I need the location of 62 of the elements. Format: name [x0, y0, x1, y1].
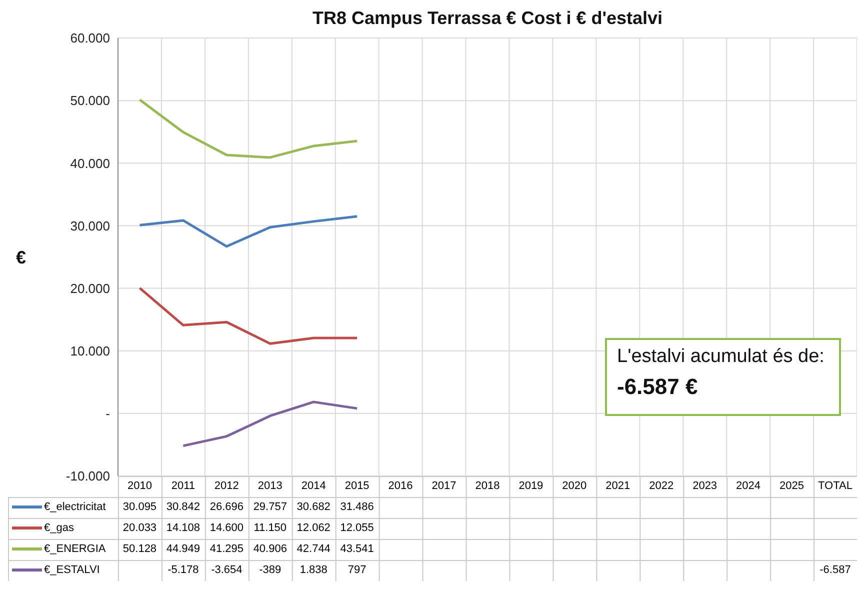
- data-label: 30.842: [165, 500, 202, 515]
- x-tick-label: TOTAL: [817, 479, 854, 494]
- data-label: 14.108: [165, 521, 202, 536]
- data-label: 1.838: [298, 563, 328, 578]
- data-label: 50.128: [122, 542, 158, 557]
- x-tick-label: 2014: [300, 479, 327, 494]
- y-tick-label: -: [106, 406, 110, 422]
- line-series: [138, 98, 358, 159]
- data-label: 44.949: [165, 542, 202, 557]
- x-tick-label: 2010: [126, 479, 153, 494]
- y-tick-label: 40.000: [70, 156, 110, 171]
- x-tick-label: 2021: [604, 479, 632, 494]
- data-label: 26.696: [208, 500, 244, 515]
- data-label: 40.906: [252, 542, 288, 557]
- x-tick-label: 2022: [648, 479, 675, 494]
- data-label: 29.757: [252, 500, 288, 515]
- line-series: [138, 215, 358, 248]
- data-label: -389: [258, 563, 282, 578]
- data-label: 14.600: [208, 521, 244, 536]
- line-series: [182, 400, 358, 448]
- x-tick-label: 2011: [170, 479, 196, 494]
- data-label: 41.295: [208, 542, 244, 557]
- data-label: 30.095: [122, 500, 158, 515]
- note-box: L'estalvi acumulat és de: -6.587 €: [605, 338, 841, 416]
- y-axis-title: €: [16, 247, 26, 268]
- x-tick-label: 2025: [778, 479, 805, 494]
- y-tick-label: 50.000: [70, 93, 110, 108]
- data-label: 30.682: [296, 500, 332, 515]
- legend-label: €_ESTALVI: [44, 564, 100, 576]
- data-label: 12.055: [339, 521, 375, 536]
- data-label: 12.062: [296, 521, 332, 536]
- y-tick-label: 20.000: [70, 280, 110, 296]
- x-tick-label: 2015: [344, 479, 370, 494]
- x-tick-label: 2013: [256, 479, 284, 494]
- x-tick-label: 2018: [474, 479, 501, 494]
- x-tick-label: 2016: [387, 479, 414, 494]
- line-series: [138, 286, 358, 345]
- y-tick-label: 10.000: [70, 343, 110, 358]
- y-tick-label: 60.000: [70, 30, 110, 46]
- x-tick-label: 2012: [213, 479, 240, 494]
- x-tick-label: 2023: [692, 479, 718, 494]
- legend-label: €_electricitat: [44, 501, 106, 513]
- y-tick-label: 30.000: [70, 218, 110, 234]
- data-label: 20.033: [122, 521, 158, 536]
- annotation: -6.587 €: [617, 374, 699, 400]
- text: -6.587: [820, 564, 851, 576]
- legend-label: €_gas: [44, 522, 74, 534]
- x-tick-label: 2024: [735, 479, 762, 494]
- annotation: L'estalvi acumulat és de:: [617, 346, 826, 368]
- data-label: 11.150: [252, 521, 288, 536]
- legend-label: €_ENERGIA: [44, 543, 106, 555]
- data-label: 797: [346, 563, 368, 578]
- x-tick-label: 2019: [518, 479, 544, 494]
- y-tick-label: -10.000: [66, 468, 110, 484]
- data-label: -5.178: [166, 563, 200, 578]
- data-label: 42.744: [296, 542, 332, 557]
- x-tick-label: 2017: [430, 479, 458, 494]
- data-label: -3.654: [210, 563, 244, 578]
- x-tick-label: 2020: [561, 479, 588, 494]
- chart-title: TR8 Campus Terrassa € Cost i € d'estalvi: [311, 8, 664, 29]
- data-label: 31.486: [339, 500, 375, 515]
- data-label: 43.541: [339, 542, 375, 557]
